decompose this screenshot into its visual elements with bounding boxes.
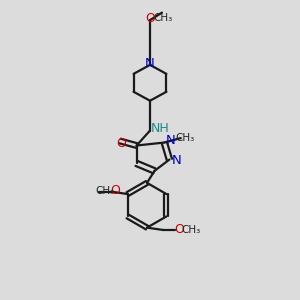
Text: CH₃: CH₃ [176,133,195,143]
Text: N: N [171,154,181,167]
Text: CH₃: CH₃ [181,225,200,235]
Text: N: N [145,57,155,70]
Text: CH₃: CH₃ [95,186,114,196]
Text: CH₃: CH₃ [153,13,172,23]
Text: O: O [111,184,121,197]
Text: O: O [174,223,184,236]
Text: N: N [165,134,175,147]
Text: O: O [117,137,127,150]
Text: O: O [145,11,155,25]
Text: NH: NH [151,122,170,135]
